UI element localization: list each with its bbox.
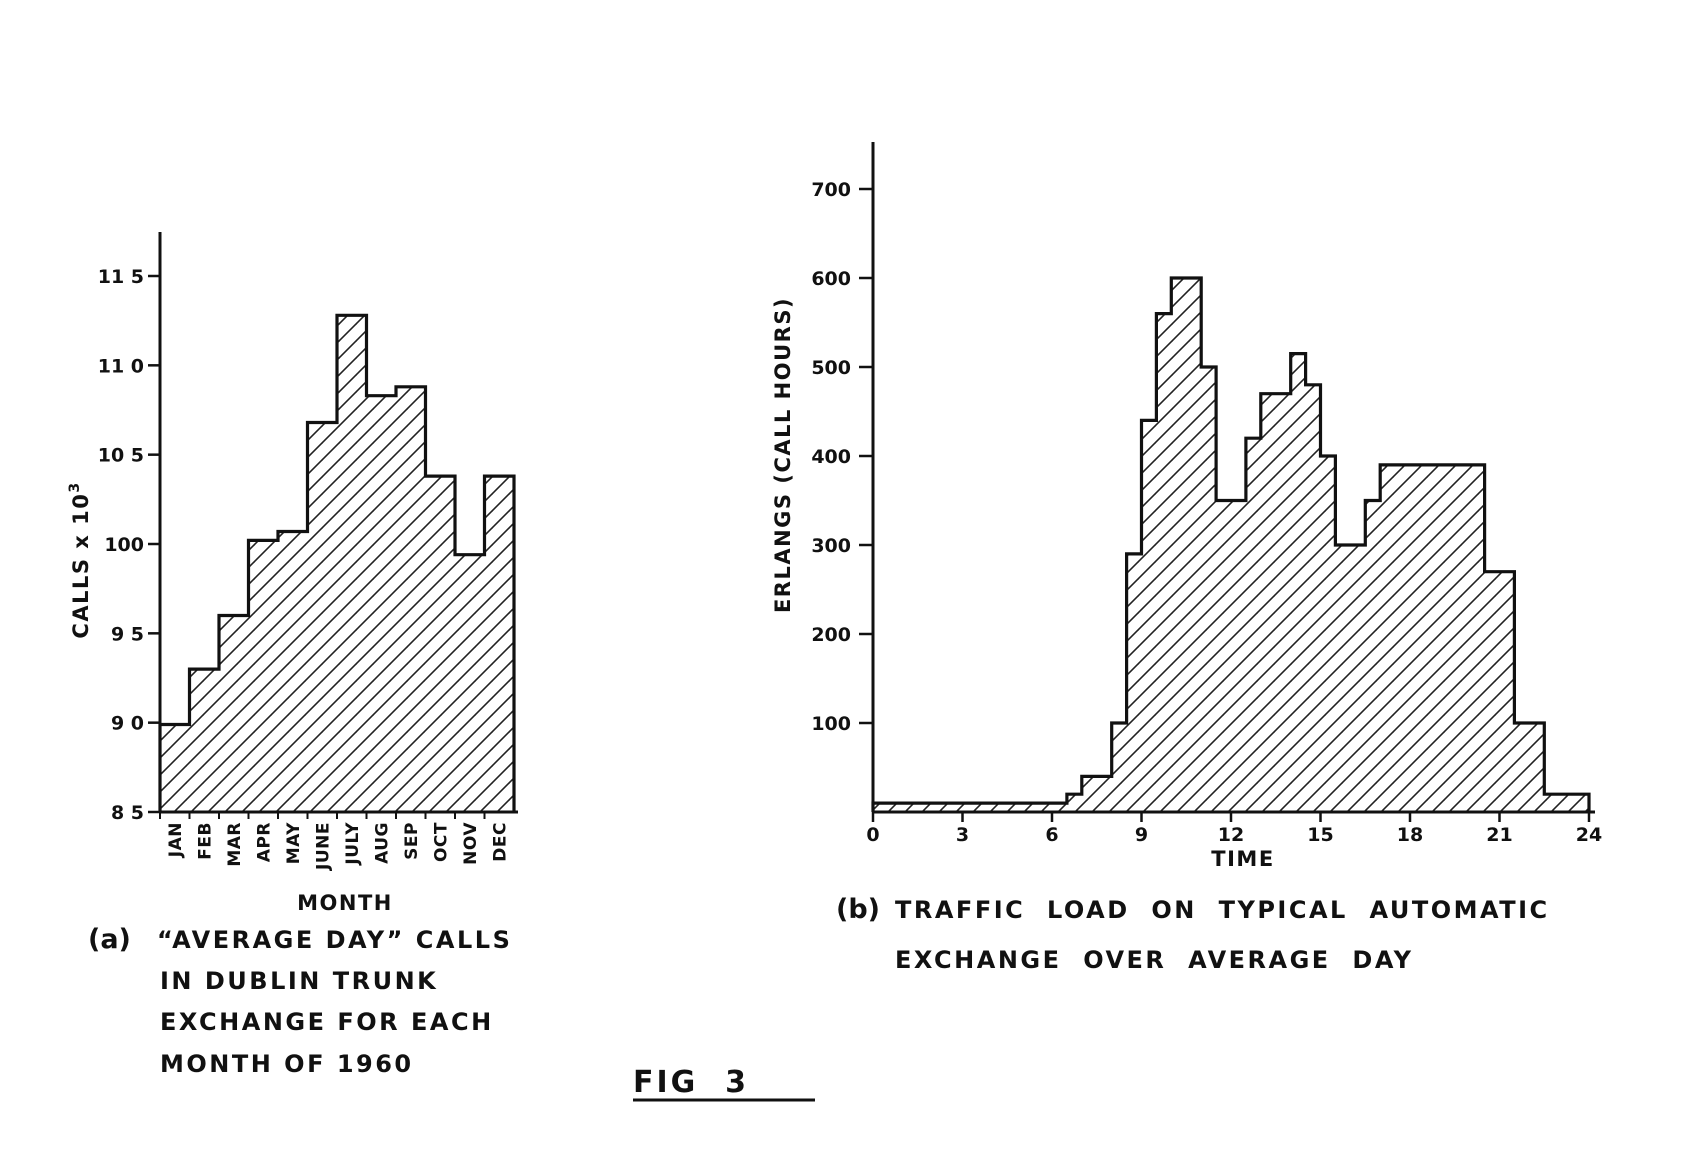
chart-b-hatch-fill [873,278,1589,812]
chart-a-monthly-calls: 8 5 9 0 9 5 100 10 5 11 0 11 5 JAN FEB MAR APR MAY J… [67,232,518,1078]
chart-a-y-tick-label: 8 5 [111,802,144,824]
chart-a-x-tick-label-july: JULY [343,822,363,866]
chart-b-x-tick-label: 18 [1397,824,1423,846]
chart-b-x-tick-label: 3 [956,824,969,846]
chart-b-x-tick-label: 24 [1576,824,1602,846]
figure-label-text: FIG 3 [633,1065,749,1100]
chart-a-y-axis-label: CALLS x 103 [67,481,93,638]
chart-b-y-tick-label: 200 [811,624,851,646]
chart-b-x-tick-label: 15 [1307,824,1333,846]
chart-a-y-tick-label: 100 [104,534,144,556]
chart-b-y-tick-label: 600 [811,268,851,290]
chart-a-caption-line-4: MONTH OF 1960 [160,1050,414,1078]
chart-b-y-tick-label: 700 [811,179,851,201]
chart-b-x-tick-label: 12 [1218,824,1244,846]
chart-a-axes [148,232,518,819]
chart-a-x-tick-label-nov: NOV [461,822,481,865]
figure-label: FIG 3 [633,1065,815,1102]
chart-a-y-tick-label: 9 0 [111,713,144,735]
chart-b-x-axis-label: TIME [1211,847,1274,871]
chart-a-x-tick-label-sep: SEP [402,822,422,860]
chart-b-caption: (b) TRAFFIC LOAD ON TYPICAL AUTOMATIC EX… [836,894,1550,974]
chart-a-x-tick-label-may: MAY [284,822,304,864]
chart-b-y-tick-label: 100 [811,713,851,735]
chart-a-x-tick-label-june: JUNE [313,822,333,871]
chart-b-y-tick-label: 500 [811,357,851,379]
chart-a-bars [158,313,516,812]
chart-a-x-tick-label-feb: FEB [195,822,215,860]
chart-a-x-tick-label-oct: OCT [431,822,451,862]
chart-a-y-tick-label: 10 5 [98,445,144,467]
chart-a-x-tick-label-mar: MAR [225,822,245,867]
chart-b-x-tick-label: 9 [1135,824,1148,846]
chart-a-x-axis-label: MONTH [297,891,393,915]
chart-a-y-tick-label: 11 0 [98,355,144,377]
chart-a-x-tick-label-jan: JAN [166,822,186,858]
chart-a-x-tick-label-aug: AUG [372,822,392,864]
chart-a-caption-line-3: EXCHANGE FOR EACH [160,1008,494,1036]
chart-b-caption-marker: (b) [836,894,880,925]
chart-a-tick-labels: 8 5 9 0 9 5 100 10 5 11 0 11 5 JAN FEB MAR APR MAY J… [98,266,511,871]
chart-a-y-tick-label: 9 5 [111,623,144,645]
chart-a-caption-line-1: “AVERAGE DAY” CALLS [157,926,512,954]
chart-b-axes [859,142,1595,822]
chart-a-caption: (a) “AVERAGE DAY” CALLS IN DUBLIN TRUNK … [88,924,512,1078]
chart-b-y-tick-label: 400 [811,446,851,468]
chart-a-caption-marker: (a) [88,924,131,955]
chart-b-step-outline [871,276,1591,812]
chart-b-y-axis-label: ERLANGS (CALL HOURS) [771,297,795,613]
chart-a-x-tick-label-apr: APR [254,822,274,862]
chart-a-x-tick-label-dec: DEC [490,822,510,862]
chart-a-y-tick-label: 11 5 [98,266,144,288]
chart-a-step-outline [158,313,516,812]
chart-b-x-tick-label: 6 [1045,824,1058,846]
chart-b-daily-traffic: 100 200 300 400 500 600 700 0 3 6 9 12 15 18 21 24 ERLA… [771,142,1602,974]
chart-b-tick-labels: 100 200 300 400 500 600 700 0 3 6 9 12 15 18 21 24 [811,179,1602,846]
chart-b-y-tick-label: 300 [811,535,851,557]
chart-b-x-tick-label: 21 [1486,824,1512,846]
chart-b-x-tick-label: 0 [866,824,879,846]
chart-a-caption-line-2: IN DUBLIN TRUNK [160,967,438,995]
chart-b-caption-line-2: EXCHANGE OVER AVERAGE DAY [895,946,1413,974]
chart-b-bars [871,276,1591,812]
chart-b-caption-line-1: TRAFFIC LOAD ON TYPICAL AUTOMATIC [895,896,1550,924]
